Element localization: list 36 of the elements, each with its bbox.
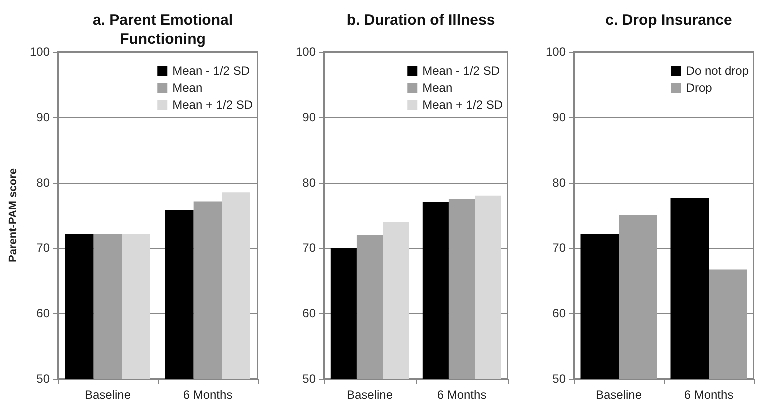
legend-label: Drop (686, 81, 713, 95)
y-tick-label: 100 (546, 45, 566, 59)
y-tick-label: 80 (302, 176, 316, 190)
y-tick-label: 80 (552, 176, 566, 190)
x-tick-label: 6 Months (684, 388, 734, 402)
y-tick-label: 50 (552, 372, 566, 386)
y-tick-label: 100 (30, 45, 50, 59)
chart-title: b. Duration of Illness (346, 12, 496, 29)
legend-label: Do not drop (686, 64, 750, 78)
x-tick-label: Baseline (346, 388, 394, 402)
legend-label: Mean - 1/2 SD (172, 64, 250, 78)
legend-label: Mean + 1/2 SD (172, 98, 254, 112)
x-tick-label: 6 Months (183, 388, 233, 402)
x-tick-label: Baseline (84, 388, 132, 402)
x-tick-label: Baseline (596, 388, 642, 402)
y-tick-label: 60 (552, 306, 566, 321)
y-tick-label: 50 (36, 372, 50, 386)
y-tick-label: 70 (36, 241, 50, 256)
chart-title: c. Drop Insurance (606, 12, 732, 29)
x-tick-label: 6 Months (437, 388, 487, 402)
legend-label: Mean (422, 81, 453, 95)
chart-title: a. Parent Emotional Functioning (92, 12, 234, 48)
y-tick-label: 70 (302, 241, 316, 256)
y-tick-label: 90 (552, 110, 566, 124)
y-axis-title: Parent-PAM score (8, 168, 20, 262)
legend-label: Mean + 1/2 SD (422, 98, 504, 112)
y-tick-label: 90 (36, 110, 50, 124)
y-tick-label: 70 (552, 241, 566, 256)
legend-label: Mean - 1/2 SD (422, 64, 500, 78)
y-tick-label: 60 (302, 306, 316, 321)
y-tick-label: 60 (36, 306, 50, 321)
y-tick-label: 90 (302, 110, 316, 124)
y-tick-label: 50 (302, 372, 316, 386)
y-tick-label: 100 (296, 45, 316, 59)
y-tick-label: 80 (36, 176, 50, 190)
legend-label: Mean (172, 81, 203, 95)
